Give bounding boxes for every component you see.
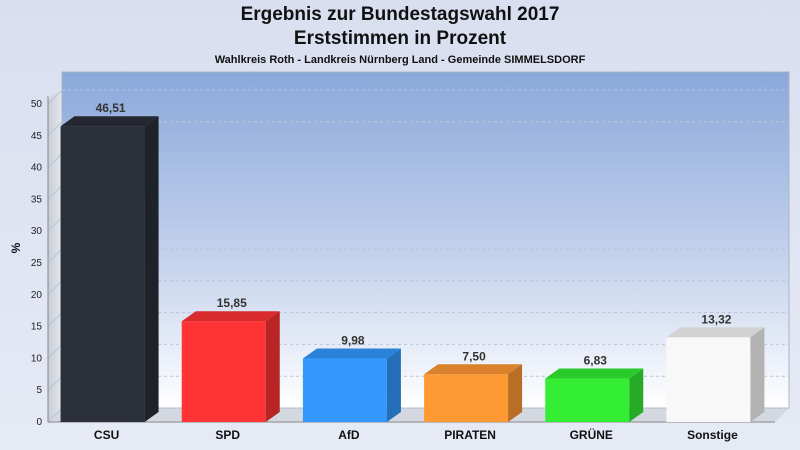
bar-top [424,364,523,375]
gridline-side [47,407,63,423]
y-tick-label: 45 [31,131,43,142]
value-label: 7,50 [462,349,486,363]
chart-title: Ergebnis zur Bundestagswahl 2017 [240,4,560,25]
y-tick-label: 40 [31,163,43,174]
bar-top [60,116,159,127]
bar-sonstige [666,337,751,422]
gridline-side [47,344,63,359]
bar-top [666,327,765,338]
bar-side [265,311,280,422]
bar-top [181,311,280,322]
bar-top [545,368,644,379]
bar-piraten [424,374,509,422]
y-tick-label: 5 [36,385,42,396]
bar-afd [302,358,387,422]
gridline-side [47,89,63,105]
gridline-side [47,280,63,296]
y-tick-label: 10 [31,353,43,364]
value-label: 15,85 [217,296,247,310]
gridline-side [47,153,63,168]
gridline-side [47,375,63,391]
bar-top [302,348,401,359]
category-label: CSU [94,428,119,442]
value-label: 46,51 [96,101,126,115]
category-label: PIRATEN [444,428,496,442]
gridline-side [47,121,63,137]
bar-spd [181,321,266,422]
category-label: AfD [338,428,360,442]
gridline-side [47,185,63,200]
value-label: 6,83 [584,354,608,368]
bar-side [750,327,765,422]
category-label: GRÜNE [570,427,613,442]
chart-caption: Wahlkreis Roth - Landkreis Nürnberg Land… [214,54,586,66]
value-label: 9,98 [341,334,365,348]
bar-side [629,368,644,422]
chart-side-wall [48,86,62,422]
y-tick-label: 50 [31,99,43,110]
y-tick-label: 20 [31,290,43,301]
chart-subtitle: Erststimmen in Prozent [293,28,507,49]
gridline-side [47,312,63,327]
category-label: SPD [215,428,240,442]
bar-csu [60,126,145,422]
gridline-side [47,248,63,264]
value-label: 13,32 [701,312,731,326]
bar-side [508,364,523,422]
category-label: Sonstige [687,428,738,442]
bar-side [144,116,159,422]
y-tick-label: 35 [31,194,43,205]
y-tick-label: 25 [31,258,43,269]
bar-side [386,348,401,422]
gridline-side [47,216,63,232]
bar-grüne [545,378,630,422]
y-axis-label: % [9,242,23,253]
y-tick-label: 15 [31,322,43,333]
y-tick-label: 0 [36,417,42,428]
y-tick-label: 30 [31,226,43,237]
